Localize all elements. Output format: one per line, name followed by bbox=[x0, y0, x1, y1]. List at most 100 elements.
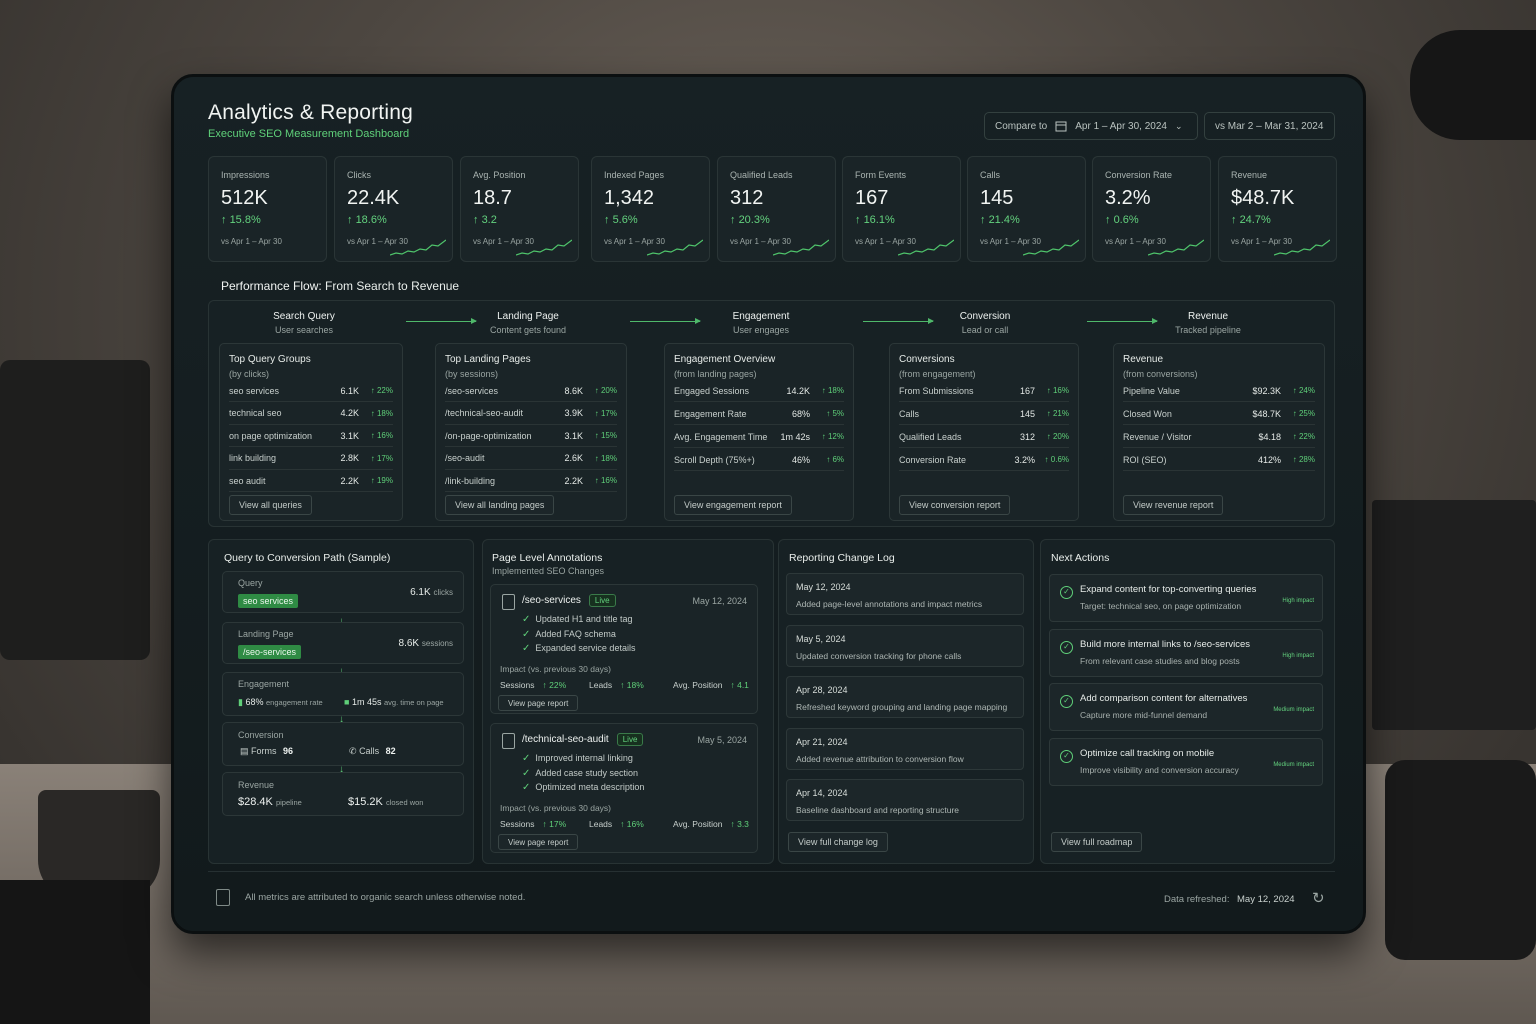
path-rev-closed-unit: closed won bbox=[385, 798, 424, 807]
action-item[interactable]: ✓ Expand content for top-converting queri… bbox=[1049, 574, 1323, 622]
check-circle-icon: ✓ bbox=[1060, 695, 1073, 708]
view-page-report-button[interactable]: View page report bbox=[498, 834, 579, 850]
path-eng-label: Engagement bbox=[238, 679, 290, 689]
changelog-text: Added revenue attribution to conversion … bbox=[796, 753, 964, 764]
metric-change: ↑ 16% bbox=[583, 476, 617, 485]
metric-change-value: 18% bbox=[600, 453, 617, 463]
changelog-item[interactable]: May 5, 2024 Updated conversion tracking f… bbox=[786, 624, 1024, 667]
metric-name: /link-building bbox=[445, 475, 496, 486]
changelog-item[interactable]: Apr 14, 2024 Baseline dashboard and repor… bbox=[786, 779, 1024, 821]
metric-row[interactable]: Closed Won $48.7K ↑ 25% bbox=[1123, 403, 1315, 425]
kpi-value: 167 bbox=[855, 187, 889, 209]
flow-stage-name: Conversion bbox=[959, 311, 1011, 322]
changelog-item[interactable]: Apr 21, 2024 Added revenue attribution to… bbox=[786, 727, 1024, 770]
changelog-item[interactable]: May 12, 2024 Added page-level annotations… bbox=[786, 573, 1024, 615]
flow-stage-desc: User searches bbox=[274, 325, 334, 335]
metric-change-value: 20% bbox=[1052, 432, 1069, 441]
metric-row[interactable]: Scroll Depth (75%+) 46% ↑ 6% bbox=[674, 449, 844, 471]
kpi-change: ↑ 18.6% bbox=[347, 214, 387, 226]
metric-row[interactable]: ROI (SEO) 412% ↑ 28% bbox=[1123, 449, 1315, 471]
view-report-button[interactable]: View all queries bbox=[229, 495, 312, 515]
view-roadmap-button[interactable]: View full roadmap bbox=[1051, 832, 1143, 852]
metric-row[interactable]: /technical-seo-audit 3.9K ↑ 17% bbox=[445, 403, 617, 425]
metric-row[interactable]: /seo-audit 2.6K ↑ 18% bbox=[445, 448, 617, 470]
priority-badge: Medium impact bbox=[1273, 707, 1314, 713]
metric-row[interactable]: Engaged Sessions 14.2K ↑ 18% bbox=[674, 380, 844, 402]
annotation-page[interactable]: /seo-services Live bbox=[522, 594, 616, 607]
metric-change: ↑ 5% bbox=[810, 409, 844, 418]
metric-row[interactable]: /link-building 2.2K ↑ 16% bbox=[445, 470, 617, 492]
metric-row[interactable]: /on-page-optimization 3.1K ↑ 15% bbox=[445, 425, 617, 447]
view-report-button[interactable]: View conversion report bbox=[899, 495, 1011, 515]
flow-card-subtitle: (from engagement) bbox=[899, 369, 976, 379]
action-item[interactable]: ✓ Optimize call tracking on mobile Improve… bbox=[1049, 737, 1323, 786]
arrow-up-icon: ↑ bbox=[821, 386, 828, 395]
changelog-text: Added page-level annotations and impact … bbox=[796, 599, 983, 609]
kpi-card[interactable]: Avg. Position 18.7 ↑ 3.2 vs Apr 1 – Apr 30 bbox=[460, 156, 579, 262]
metric-row[interactable]: Conversion Rate 3.2% ↑ 0.6% bbox=[899, 449, 1069, 471]
metric-row[interactable]: seo services 6.1K ↑ 22% bbox=[229, 380, 393, 402]
impact-metric-value: 17% bbox=[549, 819, 567, 829]
arrow-up-icon: ↑ bbox=[1292, 409, 1299, 418]
refresh-icon[interactable]: ↻ bbox=[1312, 890, 1325, 907]
metric-row[interactable]: on page optimization 3.1K ↑ 16% bbox=[229, 425, 393, 447]
flow-title: Performance Flow: From Search to Revenue bbox=[221, 279, 459, 293]
compare-range-select[interactable]: vs Mar 2 – Mar 31, 2024 bbox=[1204, 112, 1335, 140]
metric-value: 3.9K bbox=[564, 408, 583, 418]
metric-row[interactable]: technical seo 4.2K ↑ 18% bbox=[229, 403, 393, 425]
metric-value: 2.2K bbox=[340, 475, 359, 486]
metric-row[interactable]: From Submissions 167 ↑ 16% bbox=[899, 380, 1069, 402]
metric-change: ↑ 17% bbox=[359, 454, 393, 463]
action-item[interactable]: ✓ Add comparison content for alternatives… bbox=[1049, 683, 1323, 731]
metric-row[interactable]: Qualified Leads 312 ↑ 20% bbox=[899, 426, 1069, 448]
metric-row[interactable]: Revenue / Visitor $4.18 ↑ 22% bbox=[1123, 426, 1315, 448]
path-title: Query to Conversion Path (Sample) bbox=[224, 552, 391, 564]
kpi-label: Form Events bbox=[855, 170, 907, 180]
kpi-card[interactable]: Revenue $48.7K ↑ 24.7% vs Apr 1 – Apr 30 bbox=[1218, 156, 1337, 262]
kpi-card[interactable]: Clicks 22.4K ↑ 18.6% vs Apr 1 – Apr 30 bbox=[334, 156, 453, 262]
refreshed-label: Data refreshed: bbox=[1164, 894, 1230, 905]
impact-metric-change: ↑ 18% bbox=[620, 680, 644, 690]
date-range-picker[interactable]: Compare to Apr 1 – Apr 30, 2024 ⌄ bbox=[984, 112, 1198, 140]
arrow-up-icon: ↑ bbox=[730, 680, 738, 690]
metric-row[interactable]: Calls 145 ↑ 21% bbox=[899, 403, 1069, 425]
check-circle-icon: ✓ bbox=[1060, 749, 1073, 763]
kpi-card[interactable]: Form Events 167 ↑ 16.1% vs Apr 1 – Apr 30 bbox=[842, 156, 961, 262]
metric-row[interactable]: /seo-services 8.6K ↑ 20% bbox=[445, 380, 617, 402]
metric-row[interactable]: Engagement Rate 68% ↑ 5% bbox=[674, 403, 844, 425]
metric-value: 412% bbox=[1257, 454, 1281, 465]
metric-row[interactable]: seo audit 2.2K ↑ 19% bbox=[229, 470, 393, 492]
metric-change: ↑ 22% bbox=[1281, 432, 1315, 441]
metric-value: 3.1K bbox=[564, 430, 583, 441]
metric-row[interactable]: Avg. Engagement Time 1m 42s ↑ 12% bbox=[674, 426, 844, 448]
kpi-card[interactable]: Qualified Leads 312 ↑ 20.3% vs Apr 1 – Apr … bbox=[717, 156, 836, 262]
action-item[interactable]: ✓ Build more internal links to /seo-servi… bbox=[1049, 628, 1323, 677]
view-report-button[interactable]: View revenue report bbox=[1123, 495, 1224, 515]
page-icon bbox=[502, 594, 515, 610]
square-icon: ■ bbox=[344, 697, 350, 707]
kpi-change: ↑ 3.2 bbox=[473, 214, 497, 226]
metric-value: 167 bbox=[1019, 385, 1035, 396]
kpi-card[interactable]: Impressions 512K ↑ 15.8% vs Apr 1 – Apr 30 bbox=[208, 156, 327, 262]
path-conversion-card: Conversion ▤ Forms 96 ✆ Calls 82 bbox=[222, 722, 464, 766]
kpi-card[interactable]: Indexed Pages 1,342 ↑ 5.6% vs Apr 1 – Apr 3… bbox=[591, 156, 710, 262]
path-revenue-card: Revenue $28.4K pipeline $15.2K closed wo… bbox=[222, 772, 464, 816]
metric-row[interactable]: Pipeline Value $92.3K ↑ 24% bbox=[1123, 380, 1315, 402]
flow-card: Revenue (from conversions) Pipeline Value $… bbox=[1113, 343, 1325, 521]
metric-row[interactable]: link building 2.8K ↑ 17% bbox=[229, 448, 393, 470]
metric-value: $48.7K bbox=[1252, 408, 1281, 419]
action-title: Expand content for top-converting querie… bbox=[1080, 584, 1257, 595]
sparkline bbox=[516, 239, 572, 256]
check-icon: ✓ bbox=[522, 628, 531, 640]
view-change-log-button[interactable]: View full change log bbox=[788, 832, 888, 852]
changelog-date: Apr 21, 2024 bbox=[796, 736, 848, 747]
view-page-report-button[interactable]: View page report bbox=[498, 695, 579, 711]
view-report-button[interactable]: View all landing pages bbox=[445, 495, 555, 515]
kpi-card[interactable]: Calls 145 ↑ 21.4% vs Apr 1 – Apr 30 bbox=[967, 156, 1086, 262]
changelog-item[interactable]: Apr 28, 2024 Refreshed keyword grouping a… bbox=[786, 676, 1024, 718]
kpi-card[interactable]: Conversion Rate 3.2% ↑ 0.6% vs Apr 1 – Apr … bbox=[1092, 156, 1211, 262]
annotation-page[interactable]: /technical-seo-audit Live bbox=[522, 733, 644, 746]
kpi-label: Impressions bbox=[221, 170, 270, 180]
metric-value: 3.2% bbox=[1014, 454, 1035, 465]
view-report-button[interactable]: View engagement report bbox=[674, 495, 792, 515]
